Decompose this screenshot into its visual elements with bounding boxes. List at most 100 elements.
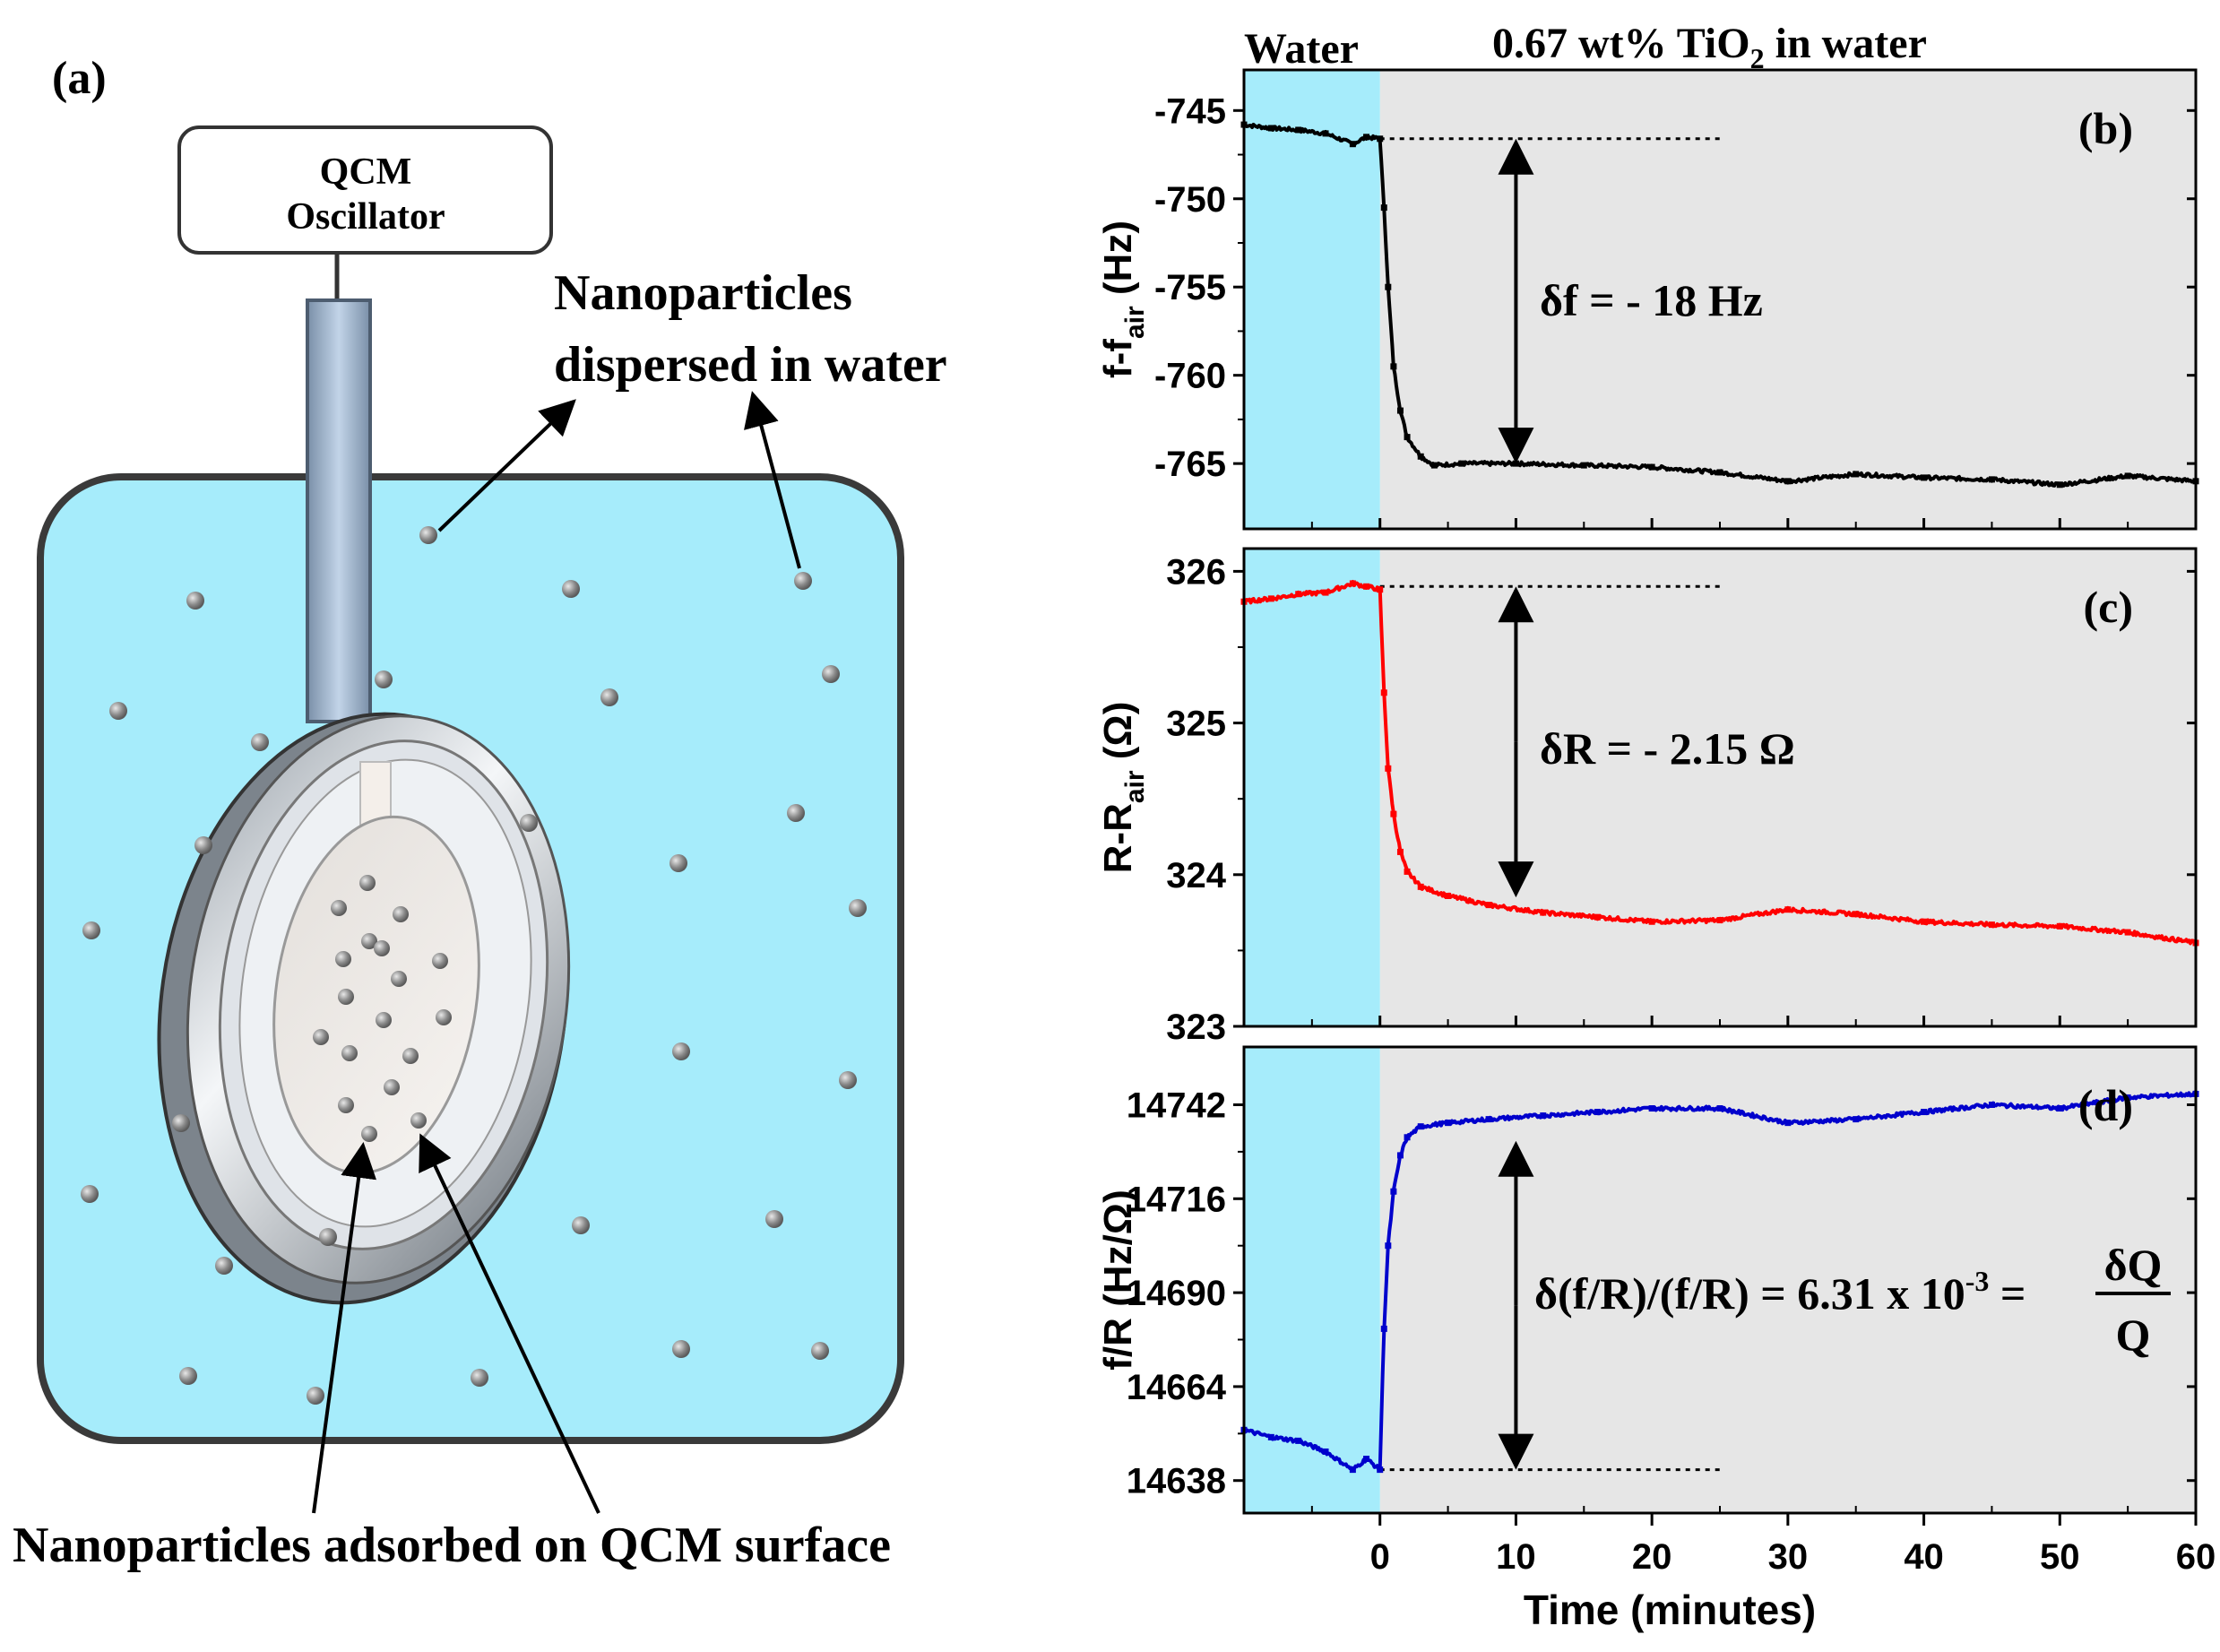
adsorbed-nanoparticle (341, 1045, 358, 1061)
y-tick-label-d: 14690 (1127, 1274, 1226, 1313)
fraction-denominator: Q (2116, 1310, 2151, 1360)
nanoparticle (172, 1114, 190, 1132)
nanoparticle (186, 592, 204, 610)
data-point-d (1540, 1112, 1547, 1120)
data-point-d (2056, 1105, 2063, 1112)
nanoparticle (251, 733, 269, 751)
y-tick-label-b: -755 (1154, 268, 1226, 307)
data-point-b (1380, 204, 1387, 212)
water-region-label: Water (1244, 25, 1359, 73)
data-point-d (1921, 1109, 1928, 1116)
panel-c-resistance: 323 324 325 326 R-Rair (Ω) (c) δR = - 2.15 Ω (1096, 547, 2199, 1047)
data-point-d (1363, 1456, 1370, 1463)
adsorbed-nanoparticle (436, 1009, 452, 1025)
data-point-d (1404, 1134, 1411, 1141)
data-point-b (1784, 478, 1792, 485)
data-point-c (2124, 929, 2131, 936)
adsorbed-label: Nanoparticles adsorbed on QCM surface (13, 1518, 891, 1573)
data-point-b (1853, 471, 1860, 478)
fraction-numerator: δQ (2104, 1240, 2163, 1290)
x-tick-label: 30 (1768, 1537, 1809, 1577)
data-point-c (1540, 909, 1547, 916)
data-point-b (1580, 462, 1587, 469)
annotation-b: δf = - 18 Hz (1540, 275, 1763, 325)
data-point-b (1377, 135, 1384, 143)
y-axis-label-c: R-Rair (Ω) (1096, 702, 1150, 874)
data-point-c (1445, 892, 1452, 899)
data-point-c (1988, 921, 1995, 929)
data-point-b (2124, 472, 2131, 480)
data-point-b (1349, 141, 1356, 148)
adsorbed-arrow-2 (419, 1133, 600, 1514)
data-point-b (1458, 460, 1465, 467)
adsorbed-nanoparticle (410, 1112, 427, 1129)
solution-label: 0.67 wt% TiO2 in water (1492, 20, 1927, 74)
data-point-d (1988, 1101, 1995, 1108)
data-point-b (1267, 125, 1274, 132)
panel-d-ratio: 14638 14664 14690 14716 14742 f/R (Hz/Ω) (d) δ(… (1096, 1045, 2199, 1515)
data-point-c (2056, 922, 2063, 930)
data-point-b (2056, 481, 2063, 489)
y-tick-label-d: 14664 (1127, 1368, 1227, 1407)
adsorbed-nanoparticle (432, 953, 448, 969)
oscillator-line2: Oscillator (286, 196, 445, 238)
data-point-d (1594, 1109, 1601, 1116)
data-point-c (1417, 883, 1424, 890)
nanoparticle (794, 572, 812, 590)
adsorbed-nanoparticle (384, 1079, 400, 1095)
data-point-d (1349, 1466, 1356, 1474)
data-point-b (1396, 407, 1404, 414)
x-tick-label: 0 (1370, 1537, 1390, 1577)
data-point-c (1485, 902, 1492, 909)
dispersed-arrow-2 (744, 391, 801, 569)
adsorbed-nanoparticle (359, 875, 376, 891)
data-point-b (1648, 463, 1655, 471)
adsorbed-arrow-1 (312, 1142, 377, 1514)
y-tick-label-d: 14716 (1127, 1180, 1226, 1219)
y-tick-label-c: 323 (1166, 1008, 1226, 1047)
adsorbed-nanoparticle (361, 1126, 377, 1142)
data-point-b (1404, 434, 1411, 441)
adsorbed-nanoparticles (313, 875, 452, 1142)
y-tick-label-b: -745 (1154, 91, 1226, 131)
y-tick-label-d: 14742 (1127, 1085, 1226, 1125)
dispersed-arrow-1 (437, 399, 576, 532)
data-point-c (1322, 589, 1329, 596)
y-tick-label-b: -765 (1154, 445, 1226, 484)
x-axis: 0 10 20 30 40 50 60 (1310, 518, 2216, 1577)
data-point-b (1430, 462, 1438, 469)
data-point-d (1390, 1188, 1397, 1195)
qcm-holder-rod (306, 298, 372, 723)
y-axis-label-d: f/R (Hz/Ω) (1096, 1189, 1140, 1370)
adsorbed-nanoparticle (331, 900, 347, 916)
qcm-crystal-holder (157, 712, 571, 1305)
data-point-d (1322, 1448, 1329, 1455)
data-point-c (1380, 689, 1387, 696)
adsorbed-nanoparticle (402, 1048, 419, 1064)
data-point-b (1417, 453, 1424, 460)
dispersed-label-line2: dispersed in water (554, 337, 947, 393)
data-point-d (1295, 1437, 1302, 1444)
adsorbed-nanoparticle (391, 971, 407, 987)
nanoparticle (520, 814, 538, 832)
nanoparticle (215, 1257, 233, 1275)
nanoparticle (672, 1340, 690, 1358)
y-tick-label-c: 324 (1166, 856, 1226, 895)
nanoparticle (179, 1367, 197, 1385)
data-point-d (1716, 1105, 1723, 1112)
adsorbed-nanoparticle (338, 1097, 354, 1113)
panel-tag-d: (d) (2078, 1080, 2133, 1130)
panel-a-schematic: (a) QCM Oscillator Nanoparticles dispers… (13, 53, 947, 1573)
data-point-c (1716, 917, 1723, 924)
nanoparticle (669, 854, 687, 872)
nanoparticle (419, 526, 437, 544)
water-region-b (1244, 70, 1380, 529)
data-point-b (1385, 283, 1392, 290)
data-point-c (1377, 586, 1384, 593)
data-point-c (1390, 810, 1397, 817)
nanoparticle (81, 1185, 99, 1203)
y-tick-label-d: 14638 (1127, 1462, 1226, 1501)
data-point-d (1380, 1325, 1387, 1332)
data-point-d (1784, 1120, 1792, 1127)
data-point-d (1267, 1433, 1274, 1440)
